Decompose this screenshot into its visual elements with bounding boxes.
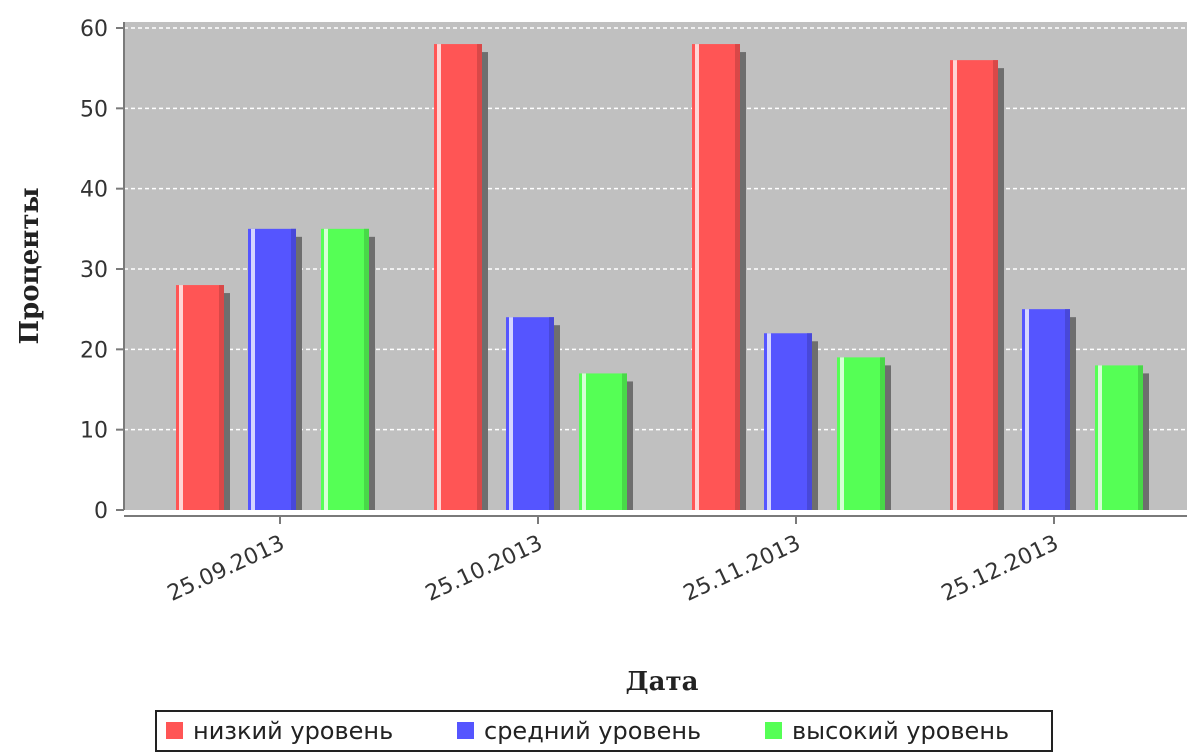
bar bbox=[176, 285, 224, 510]
bar-highlight bbox=[953, 60, 957, 511]
legend-swatch bbox=[457, 722, 474, 739]
bar-edge bbox=[291, 228, 296, 511]
bar-highlight bbox=[840, 357, 844, 510]
y-tick-label: 0 bbox=[94, 499, 108, 524]
legend-label: средний уровень bbox=[484, 717, 701, 745]
x-axis-title: Дата bbox=[626, 667, 699, 697]
legend-box bbox=[155, 710, 1053, 752]
y-tick-label: 40 bbox=[80, 178, 108, 203]
bar-highlight bbox=[1025, 309, 1029, 510]
y-tick-label: 20 bbox=[80, 338, 108, 363]
bar-highlight bbox=[1098, 365, 1102, 510]
bar-highlight bbox=[251, 228, 255, 511]
bar-highlight bbox=[767, 333, 771, 510]
x-tick-label: 25.12.2013 bbox=[938, 531, 1063, 607]
legend-swatch bbox=[166, 722, 183, 739]
bar-edge bbox=[549, 317, 554, 510]
bar bbox=[692, 44, 740, 511]
bar-highlight bbox=[437, 44, 441, 511]
y-axis-title: Проценты bbox=[15, 187, 45, 344]
bar-edge bbox=[1138, 365, 1143, 510]
bar bbox=[506, 317, 554, 510]
bar bbox=[1022, 309, 1070, 510]
bar-edge bbox=[477, 44, 482, 511]
bar bbox=[248, 228, 296, 511]
bar bbox=[434, 44, 482, 511]
bar-highlight bbox=[582, 373, 586, 510]
y-tick-label: 50 bbox=[80, 97, 108, 122]
x-tick-label: 25.11.2013 bbox=[680, 531, 805, 607]
bar-edge bbox=[364, 228, 369, 511]
y-tick-label: 60 bbox=[80, 17, 108, 42]
bar-edge bbox=[735, 44, 740, 511]
bars bbox=[176, 44, 1149, 511]
y-tick-label: 30 bbox=[80, 258, 108, 283]
bar-edge bbox=[219, 285, 224, 510]
bar-edge bbox=[1065, 309, 1070, 510]
bar-edge bbox=[993, 60, 998, 511]
x-axis-ticks: 25.09.2013 25.10.2013 25.11.2013 25.12.2013 bbox=[164, 516, 1063, 607]
bar-highlight bbox=[179, 285, 183, 510]
bar bbox=[1095, 365, 1143, 510]
bar bbox=[950, 60, 998, 511]
bar-edge bbox=[880, 357, 885, 510]
y-axis-ticks: 0 10 20 30 40 50 60 bbox=[80, 17, 124, 524]
bar-highlight bbox=[509, 317, 513, 510]
x-tick-label: 25.09.2013 bbox=[164, 531, 289, 607]
bar-edge bbox=[807, 333, 812, 510]
bar bbox=[321, 228, 369, 511]
legend-label: низкий уровень bbox=[193, 717, 393, 745]
bar bbox=[579, 373, 627, 510]
bar-edge bbox=[622, 373, 627, 510]
bar bbox=[837, 357, 885, 510]
bar-highlight bbox=[324, 228, 328, 511]
y-tick-label: 10 bbox=[80, 419, 108, 444]
bar bbox=[764, 333, 812, 510]
x-tick-label: 25.10.2013 bbox=[422, 531, 547, 607]
legend-label: высокий уровень bbox=[792, 717, 1009, 745]
legend-swatch bbox=[765, 722, 782, 739]
legend: низкий уровень средний уровень высокий уро… bbox=[155, 710, 1053, 752]
bar-highlight bbox=[695, 44, 699, 511]
